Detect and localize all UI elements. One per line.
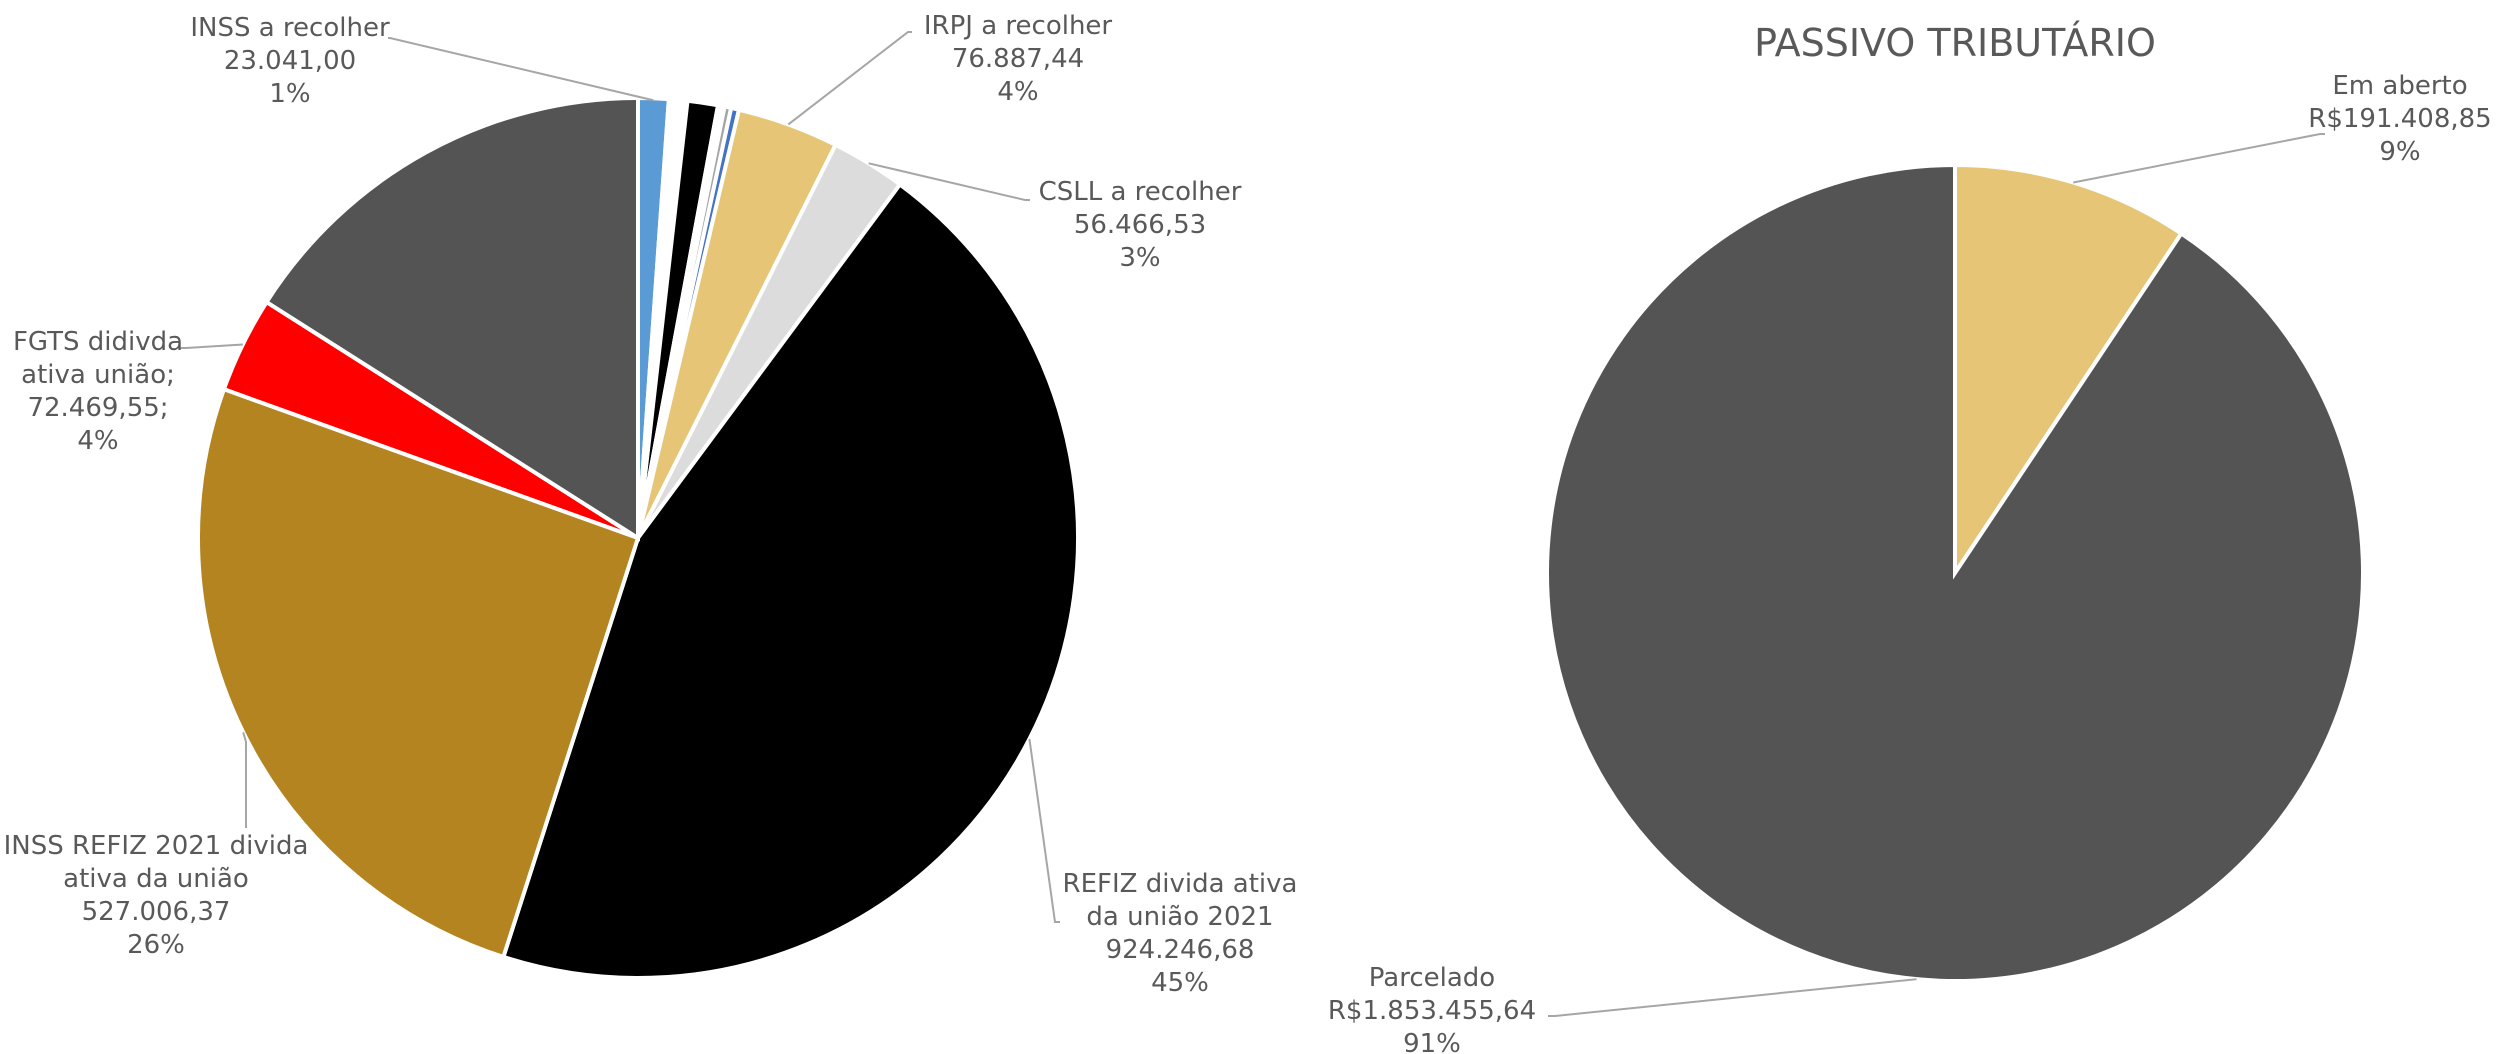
leader-inss-a-recolher <box>388 37 654 102</box>
pie-slice-em-aberto <box>1953 162 2185 580</box>
label-inss-a-recolher: INSS a recolher 23.041,00 1% <box>190 13 390 109</box>
label-inss-refiz: INSS REFIZ 2021 divida ativa da união 527.… <box>4 831 309 960</box>
label-irpj-a-recolher: IRPJ a recolher 76.887,44 4% <box>924 11 1113 107</box>
pie-slice-refiz-divida-ativa-da-uniao-2021 <box>500 181 1080 980</box>
pie-chart-composition: INSS a recolher 23.041,00 1% IRPJ a recolhe… <box>4 11 1298 998</box>
leader-inss-refiz <box>242 732 247 828</box>
label-parcelado: Parcelado R$1.853.455,64 91% <box>1328 963 1536 1054</box>
label-csll-a-recolher: CSLL a recolher 56.466,53 3% <box>1039 177 1242 273</box>
leader-irpj-a-recolher <box>787 31 912 126</box>
leader-csll-a-recolher <box>868 162 1030 201</box>
label-em-aberto: Em aberto R$191.408,85 9% <box>2308 71 2491 167</box>
leader-em-aberto <box>2073 133 2325 184</box>
pie-slice-item-12 <box>263 95 640 542</box>
leader-refiz <box>1028 738 1060 923</box>
leader-parcelado <box>1548 978 1917 1017</box>
label-refiz: REFIZ divida ativa da união 2021 924.246,6… <box>1063 869 1298 998</box>
pie-chart-passivo-tributario: PASSIVO TRIBUTÁRIO Em aberto R$191.408,85… <box>1328 21 2492 1054</box>
pie-slice-parcelado <box>1545 162 2366 983</box>
chart-title: PASSIVO TRIBUTÁRIO <box>1754 21 2156 65</box>
label-fgts: FGTS didivda ativa união; 72.469,55; 4% <box>13 327 183 456</box>
leader-fgts <box>180 343 243 349</box>
pie-slice-inss-refiz-2021-divida-ativa-da-uniao <box>196 386 641 960</box>
